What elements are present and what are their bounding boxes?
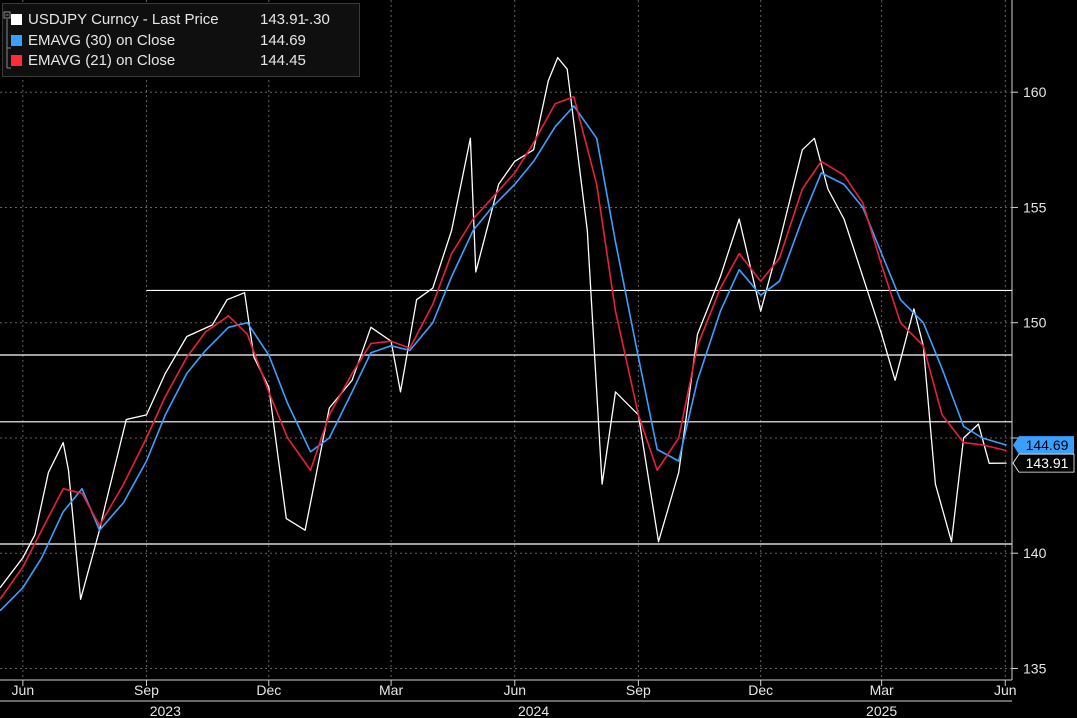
y-tick-label: 135	[1023, 660, 1047, 676]
legend-label: EMAVG (21) on Close	[28, 52, 176, 69]
ema30-value-tag: 144.69	[1013, 436, 1074, 455]
y-tick-label: 155	[1023, 199, 1047, 215]
price-tags: 144.69 143.91	[1012, 436, 1075, 473]
x-month-label: Dec	[256, 682, 281, 698]
x-year-label: 2025	[866, 703, 897, 718]
axis-layer: 135 140 150 155 160 Jun Sep Dec Mar Jun Sep Dec Mar J…	[0, 0, 1047, 718]
y-tick-label: 150	[1023, 315, 1047, 331]
grid-layer	[0, 0, 1012, 680]
legend-swatch-ema30	[11, 35, 22, 46]
legend-swatch-price	[11, 14, 22, 25]
legend-label: USDJPY Curncy - Last Price	[28, 11, 219, 28]
ema30-value-tag-text: 144.69	[1026, 437, 1069, 453]
price-series-line	[0, 56, 1007, 600]
x-month-label: Dec	[748, 682, 773, 698]
x-month-label: Jun	[994, 682, 1017, 698]
series-layer	[0, 56, 1007, 612]
last-price-tag-box	[1012, 453, 1075, 473]
legend: USDJPY Curncy - Last Price 143.91-.30 EMA…	[2, 3, 360, 77]
ema30-series-line	[0, 105, 1007, 612]
last-price-tag: 143.91	[1012, 453, 1075, 473]
y-tick-label: 140	[1023, 545, 1047, 561]
x-year-label: 2023	[150, 703, 181, 718]
x-month-label: Sep	[626, 682, 651, 698]
legend-label: EMAVG (30) on Close	[28, 32, 176, 49]
x-month-label: Jun	[12, 682, 35, 698]
x-month-label: Jun	[503, 682, 526, 698]
legend-change: -.30	[304, 11, 330, 28]
legend-item-ema30[interactable]: EMAVG (30) on Close 144.69	[11, 31, 306, 51]
ema30-value-tag-box	[1013, 436, 1074, 455]
legend-item-price[interactable]: USDJPY Curncy - Last Price 143.91-.30	[11, 10, 330, 30]
legend-value: 143.91	[260, 11, 306, 28]
legend-tree-icon	[3, 11, 11, 69]
legend-swatch-ema21	[11, 55, 22, 66]
legend-value: 144.69	[260, 32, 306, 49]
ema21-series-line	[0, 96, 1007, 600]
legend-item-ema21[interactable]: EMAVG (21) on Close 144.45	[11, 51, 306, 71]
last-price-tag-text: 143.91	[1026, 455, 1069, 471]
legend-value: 144.45	[260, 52, 306, 69]
y-tick-label: 160	[1023, 84, 1047, 100]
x-month-label: Mar	[870, 682, 894, 698]
x-year-label: 2024	[518, 703, 549, 718]
x-month-label: Mar	[379, 682, 403, 698]
x-month-label: Sep	[134, 682, 159, 698]
